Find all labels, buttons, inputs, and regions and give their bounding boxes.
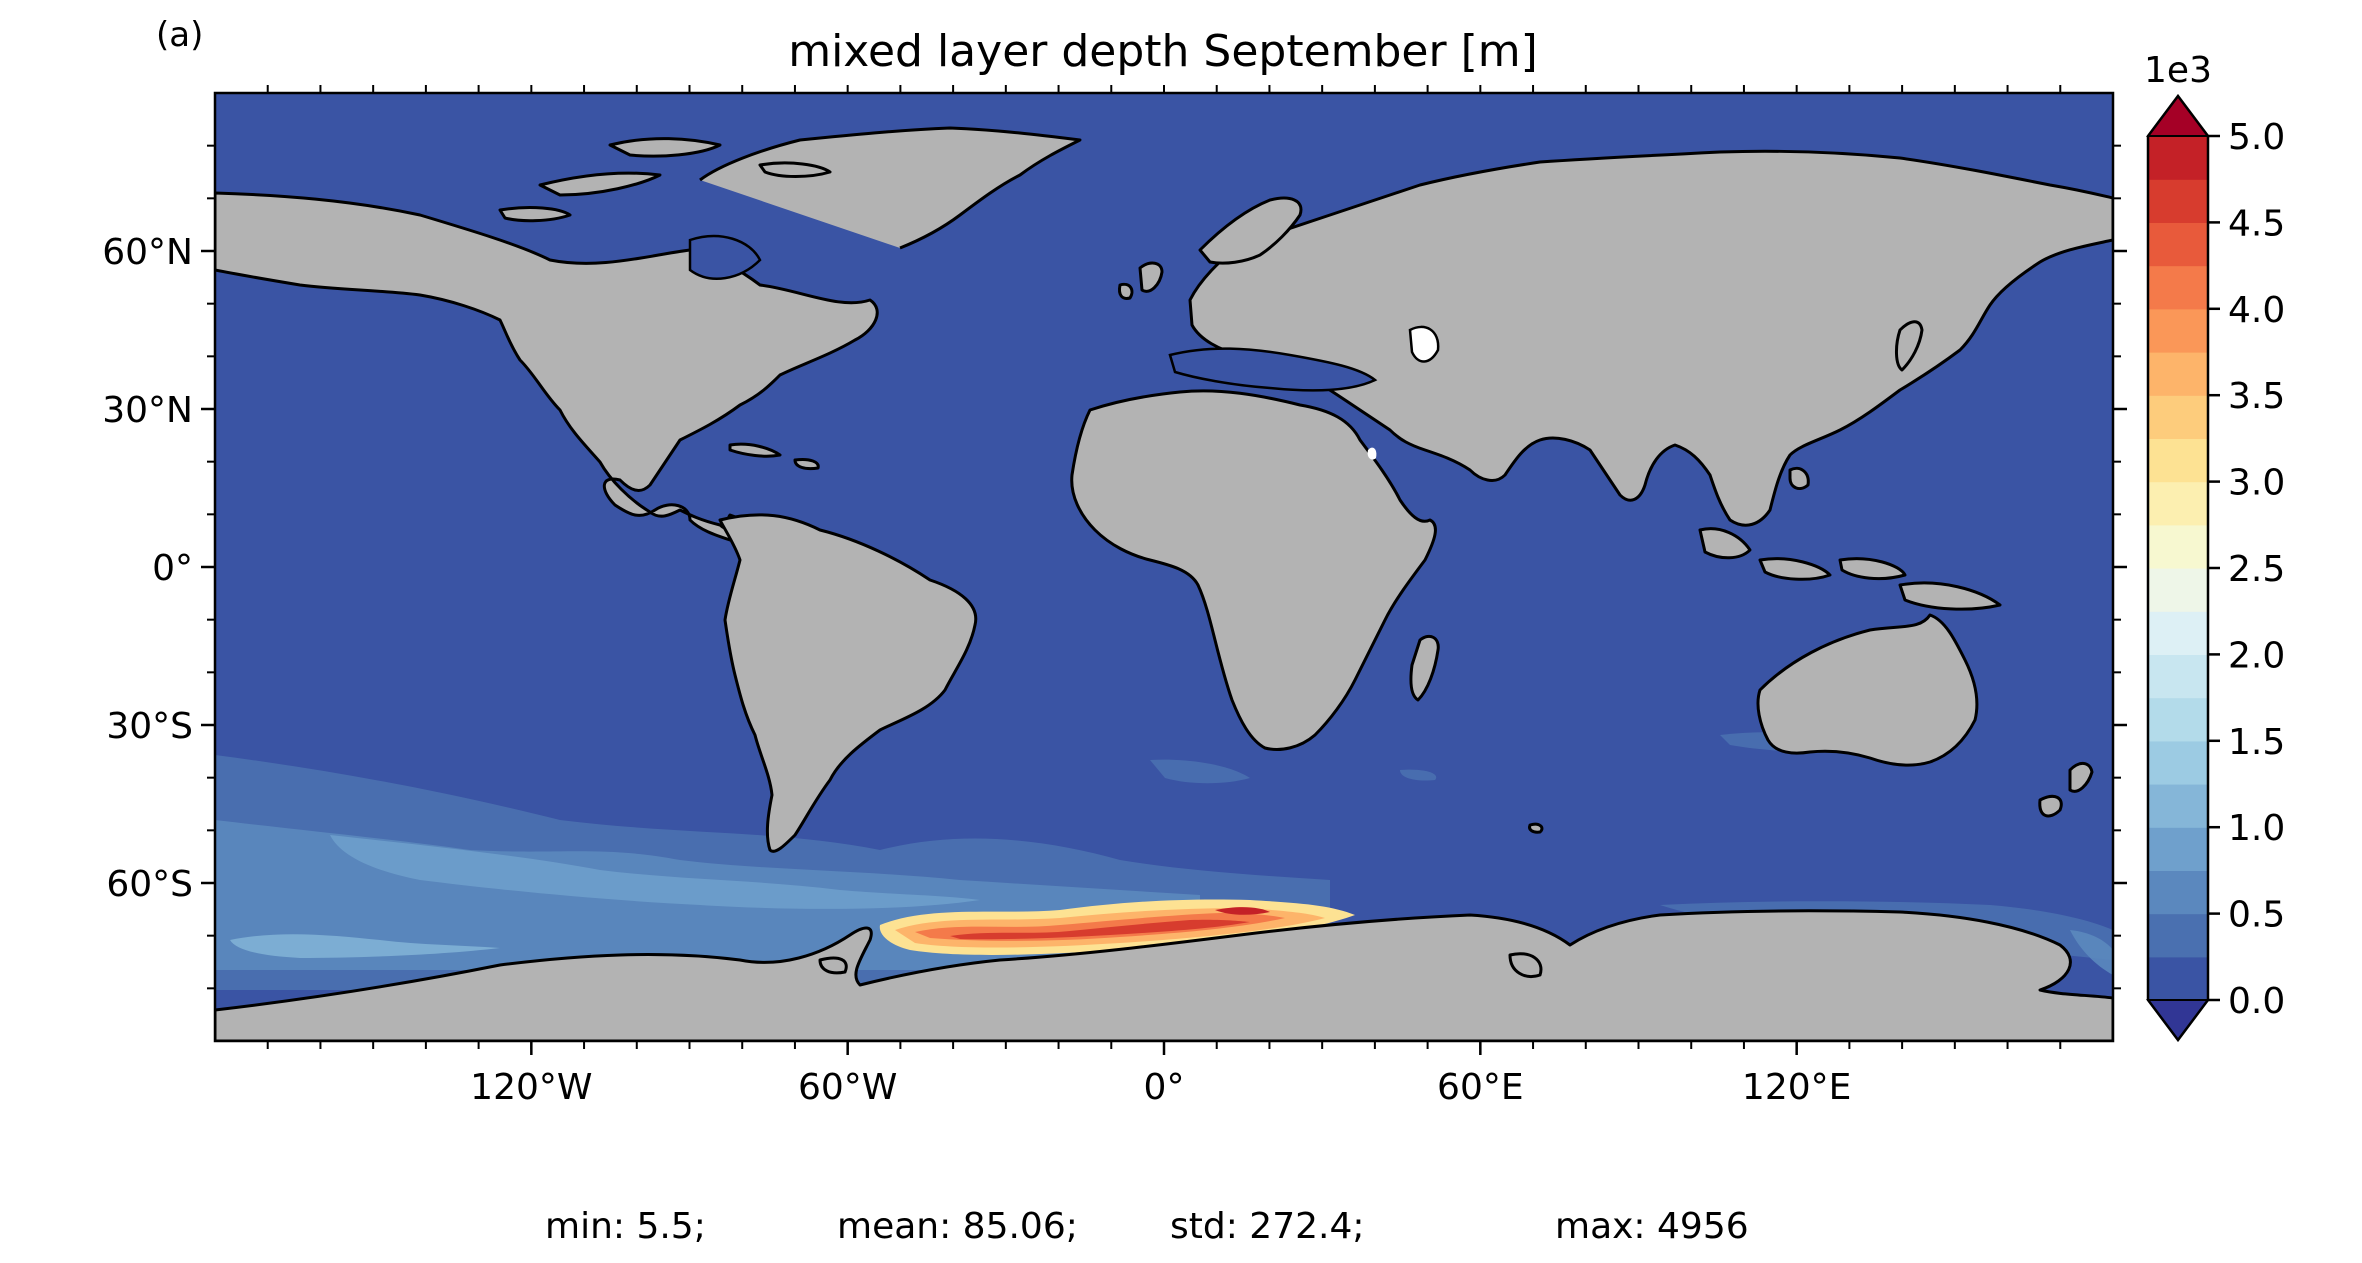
colorbar-ticks: 0.0 0.5 1.0 1.5 2.0 2.5 3.0 3.5 4.0 4.5 5.0: [2208, 117, 2285, 1022]
mediterranean-sea: [1168, 347, 1378, 392]
colorbar-tick-label: 1.0: [2228, 808, 2285, 849]
colorbar-tick-label: 2.5: [2228, 549, 2285, 590]
lat-tick-label: 60°N: [102, 232, 193, 273]
map-panel: 60°N 30°N 0° 30°S 60°S 120°W 60°W 0° 60°E 120°E: [102, 85, 2127, 1108]
lon-tick-label: 60°W: [798, 1067, 897, 1108]
colorbar-tick-label: 0.0: [2228, 981, 2285, 1022]
colorbar-segment: [2148, 827, 2208, 871]
map-title: mixed layer depth September [m]: [788, 26, 1538, 77]
lat-tick-label: 0°: [152, 548, 193, 589]
stat-std: std: 272.4;: [1170, 1206, 1364, 1247]
australia: [1756, 613, 1979, 767]
colorbar-tick-label: 4.0: [2228, 290, 2285, 331]
colorbar-segment: [2148, 438, 2208, 483]
colorbar-segment: [2148, 352, 2208, 396]
colorbar-segment: [2148, 870, 2208, 915]
colorbar-segment: [2148, 222, 2208, 267]
colorbar-segment: [2148, 611, 2208, 655]
colorbar-segment: [2148, 265, 2208, 310]
red-sea-lake: [1367, 447, 1377, 460]
colorbar-segment: [2148, 308, 2208, 353]
colorbar-tick-label: 5.0: [2228, 117, 2285, 158]
colorbar-exponent-label: 1e3: [2144, 50, 2212, 91]
colorbar-segment: [2148, 956, 2208, 1001]
greenland: [699, 126, 1082, 250]
colorbar-segment: [2148, 913, 2208, 958]
colorbar: 1e3 0.0 0.5 1.0 1.5 2.0 2.5 3.0 3.5 4.0 4.5 5.0: [2144, 50, 2285, 1043]
stat-mean: mean: 85.06;: [837, 1206, 1078, 1247]
colorbar-over-extension: [2146, 94, 2210, 137]
colorbar-segment: [2148, 654, 2208, 699]
south-america: [718, 513, 978, 853]
colorbar-tick-label: 0.5: [2228, 895, 2285, 936]
colorbar-tick-label: 4.5: [2228, 203, 2285, 244]
weddell-sea-deep-convection: [879, 899, 1355, 955]
colorbar-under-extension: [2146, 999, 2210, 1042]
colorbar-segment: [2148, 395, 2208, 439]
colorbar-segments: [2148, 136, 2208, 1001]
colorbar-segment: [2148, 740, 2208, 785]
colorbar-segment: [2148, 136, 2208, 180]
latitude-ticks: 60°N 30°N 0° 30°S 60°S: [102, 144, 2127, 990]
lon-tick-label: 0°: [1144, 1067, 1185, 1108]
colorbar-segment: [2148, 784, 2208, 828]
stat-min: min: 5.5;: [545, 1206, 706, 1247]
colorbar-tick-label: 3.5: [2228, 376, 2285, 417]
antarctica: [215, 909, 2113, 1041]
lon-tick-label: 120°E: [1742, 1067, 1851, 1108]
eurasia: [1188, 149, 2113, 527]
caspian-sea: [1408, 325, 1440, 363]
stats-line: min: 5.5; mean: 85.06; std: 272.4; max: …: [545, 1206, 1749, 1247]
colorbar-segment: [2148, 568, 2208, 612]
colorbar-segment: [2148, 524, 2208, 569]
lat-tick-label: 60°S: [106, 864, 193, 905]
lon-tick-label: 120°W: [470, 1067, 592, 1108]
hudson-bay: [688, 234, 762, 280]
colorbar-segment: [2148, 481, 2208, 526]
colorbar-tick-label: 3.0: [2228, 463, 2285, 504]
stat-max: max: 4956: [1555, 1206, 1749, 1247]
lat-tick-label: 30°N: [102, 390, 193, 431]
lon-tick-label: 60°E: [1437, 1067, 1524, 1108]
colorbar-tick-label: 2.0: [2228, 635, 2285, 676]
colorbar-tick-label: 1.5: [2228, 722, 2285, 763]
colorbar-segment: [2148, 179, 2208, 223]
africa: [1070, 389, 1437, 751]
colorbar-segment: [2148, 697, 2208, 742]
panel-label: (a): [156, 15, 203, 55]
longitude-ticks: 120°W 60°W 0° 60°E 120°E: [266, 85, 2062, 1108]
lat-tick-label: 30°S: [106, 706, 193, 747]
